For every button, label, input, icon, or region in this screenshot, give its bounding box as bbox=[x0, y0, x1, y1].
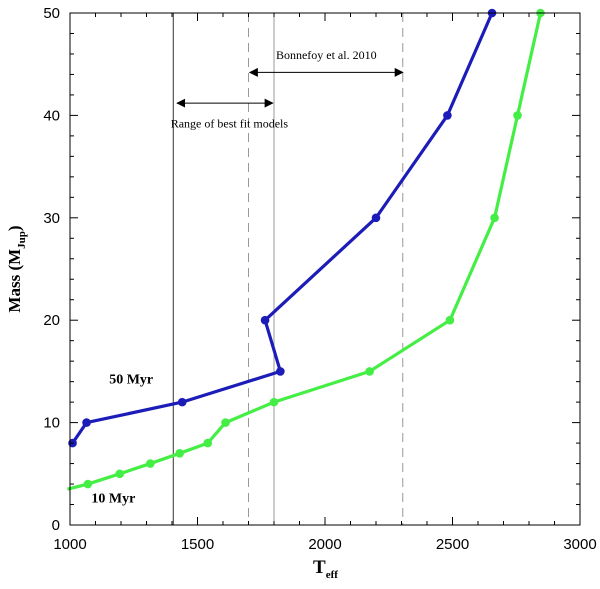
series-point bbox=[260, 315, 270, 325]
y-axis-title-main: Mass (M bbox=[5, 249, 24, 313]
series-point bbox=[276, 367, 285, 376]
series-point bbox=[177, 397, 187, 407]
series-point bbox=[203, 438, 212, 448]
y-axis-title: Mass (MJup) bbox=[5, 225, 28, 312]
x-axis-title-sub: eff bbox=[326, 569, 339, 581]
x-tick-label: 1500 bbox=[181, 536, 214, 553]
annotation-label: Bonnefoy et al. 2010 bbox=[276, 48, 377, 62]
series-layer bbox=[67, 8, 545, 491]
series-point bbox=[269, 397, 279, 407]
annotations: Bonnefoy et al. 2010 Range of best fit mo… bbox=[91, 48, 404, 506]
series-point bbox=[221, 418, 230, 427]
y-tick-label: 30 bbox=[43, 210, 60, 227]
series-0 bbox=[68, 8, 497, 448]
x-tick-label: 3000 bbox=[563, 536, 596, 553]
x-axis-title: Teff bbox=[313, 557, 338, 581]
y-axis-title-end: ) bbox=[5, 225, 24, 231]
series-point bbox=[146, 459, 155, 468]
series-label: 50 Myr bbox=[109, 373, 153, 388]
y-tick-label: 50 bbox=[43, 5, 60, 22]
plot-frame bbox=[69, 12, 581, 526]
series-label: 10 Myr bbox=[91, 491, 135, 506]
series-line bbox=[67, 12, 543, 491]
axis-ticks: 1000 1500 2000 2500 3000 0 10 20 30 40 50 bbox=[43, 5, 596, 553]
y-tick-label: 40 bbox=[43, 107, 60, 124]
series-point bbox=[490, 213, 499, 223]
x-tick-label: 2000 bbox=[308, 536, 341, 553]
x-axis-title-main: T bbox=[313, 557, 326, 578]
y-tick-label: 20 bbox=[43, 312, 60, 329]
series-point bbox=[443, 111, 452, 120]
y-tick-label: 0 bbox=[52, 517, 60, 534]
series-1 bbox=[67, 8, 545, 491]
reference-lines bbox=[172, 13, 404, 525]
series-point bbox=[115, 469, 125, 479]
series-point bbox=[83, 479, 93, 489]
series-point bbox=[175, 449, 184, 458]
annotation-label: Range of best fit models bbox=[171, 117, 289, 131]
y-axis-title-sub: Jup bbox=[16, 231, 28, 249]
x-tick-label: 2500 bbox=[436, 536, 469, 553]
y-tick-label: 10 bbox=[43, 415, 60, 432]
series-point bbox=[445, 315, 455, 325]
series-line bbox=[71, 12, 494, 444]
x-tick-label: 1000 bbox=[53, 536, 86, 553]
series-point bbox=[513, 111, 522, 120]
series-point bbox=[365, 367, 374, 376]
series-point bbox=[371, 213, 381, 223]
series-point bbox=[82, 418, 91, 427]
